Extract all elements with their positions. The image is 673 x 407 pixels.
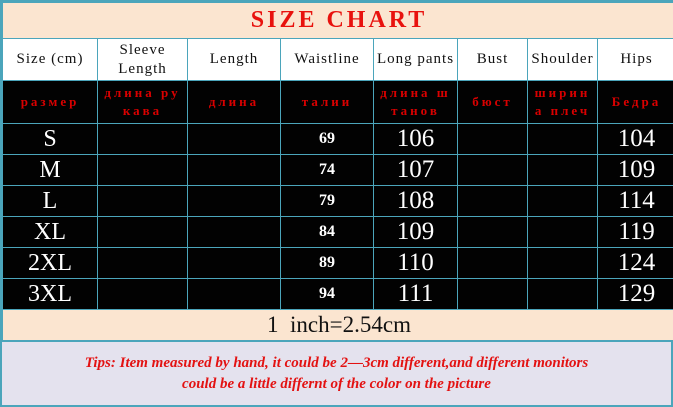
size-label: S	[2, 123, 98, 155]
empty-cell	[527, 247, 598, 279]
col-header-hips: Hips	[596, 38, 673, 81]
hips-value: 119	[596, 216, 673, 248]
col-header-ru-bust: бюст	[457, 80, 528, 124]
col-header-size: Size (cm)	[2, 38, 98, 81]
col-header-waistline: Waistline	[280, 38, 374, 81]
empty-cell	[97, 216, 188, 248]
header-row-en: Size (cm) Sleeve Length Length Waistline…	[2, 38, 673, 81]
empty-cell	[97, 123, 188, 155]
col-header-shoulder: Shoulder	[527, 38, 598, 81]
long-pants-value: 110	[373, 247, 458, 279]
empty-cell	[97, 185, 188, 217]
conversion-row: 1 inch=2.54cm	[1, 309, 673, 341]
inch-conversion-text: 1 inch=2.54cm	[1, 309, 673, 341]
table-row-2xl: 2XL 89 110 124	[2, 247, 673, 279]
col-header-bust: Bust	[457, 38, 528, 81]
col-header-sleeve-length: Sleeve Length	[97, 38, 188, 81]
table-row-s: S 69 106 104	[2, 123, 673, 155]
empty-cell	[527, 185, 598, 217]
empty-cell	[457, 123, 528, 155]
title-row: SIZE CHART	[1, 2, 673, 39]
waistline-value: 84	[280, 216, 374, 248]
long-pants-value: 108	[373, 185, 458, 217]
empty-cell	[187, 247, 281, 279]
empty-cell	[187, 278, 281, 310]
waistline-value: 89	[280, 247, 374, 279]
size-label: XL	[2, 216, 98, 248]
col-header-ru-size: размер	[2, 80, 98, 124]
hips-value: 129	[596, 278, 673, 310]
waistline-value: 79	[280, 185, 374, 217]
hips-value: 114	[596, 185, 673, 217]
chart-title: SIZE CHART	[1, 2, 673, 39]
table-row-l: L 79 108 114	[2, 185, 673, 217]
empty-cell	[97, 247, 188, 279]
waistline-value: 94	[280, 278, 374, 310]
col-header-ru-long-pants: длина штанов	[373, 80, 458, 124]
empty-cell	[97, 278, 188, 310]
table-row-3xl: 3XL 94 111 129	[2, 278, 673, 310]
size-label: 2XL	[2, 247, 98, 279]
tips-line-1: Tips: Item measured by hand, it could be…	[84, 354, 589, 371]
size-label: M	[2, 154, 98, 186]
hips-value: 109	[596, 154, 673, 186]
empty-cell	[97, 154, 188, 186]
col-header-long-pants: Long pants	[373, 38, 458, 81]
tips-line-2: could be a little differnt of the color …	[182, 375, 491, 392]
waistline-value: 74	[280, 154, 374, 186]
empty-cell	[527, 123, 598, 155]
empty-cell	[527, 216, 598, 248]
long-pants-value: 107	[373, 154, 458, 186]
empty-cell	[457, 278, 528, 310]
header-row-ru: размер длина рукава длина талии длина шт…	[2, 80, 673, 124]
empty-cell	[187, 154, 281, 186]
empty-cell	[457, 185, 528, 217]
hips-value: 124	[596, 247, 673, 279]
col-header-length: Length	[187, 38, 281, 81]
col-header-ru-shoulder: ширина плеч	[527, 80, 598, 124]
empty-cell	[527, 278, 598, 310]
waistline-value: 69	[280, 123, 374, 155]
col-header-ru-sleeve-length: длина рукава	[97, 80, 188, 124]
col-header-ru-length: длина	[187, 80, 281, 124]
long-pants-value: 109	[373, 216, 458, 248]
empty-cell	[187, 123, 281, 155]
size-label: 3XL	[2, 278, 98, 310]
empty-cell	[457, 216, 528, 248]
empty-cell	[187, 216, 281, 248]
size-table: SIZE CHART Size (cm) Sleeve Length Lengt…	[1, 2, 673, 341]
table-row-xl: XL 84 109 119	[2, 216, 673, 248]
empty-cell	[457, 154, 528, 186]
empty-cell	[187, 185, 281, 217]
long-pants-value: 106	[373, 123, 458, 155]
table-row-m: M 74 107 109	[2, 154, 673, 186]
long-pants-value: 111	[373, 278, 458, 310]
empty-cell	[527, 154, 598, 186]
tips-section: Tips: Item measured by hand, it could be…	[2, 341, 671, 405]
size-label: L	[2, 185, 98, 217]
col-header-ru-waistline: талии	[280, 80, 374, 124]
col-header-ru-hips: Бедра	[596, 80, 673, 124]
hips-value: 104	[596, 123, 673, 155]
empty-cell	[457, 247, 528, 279]
